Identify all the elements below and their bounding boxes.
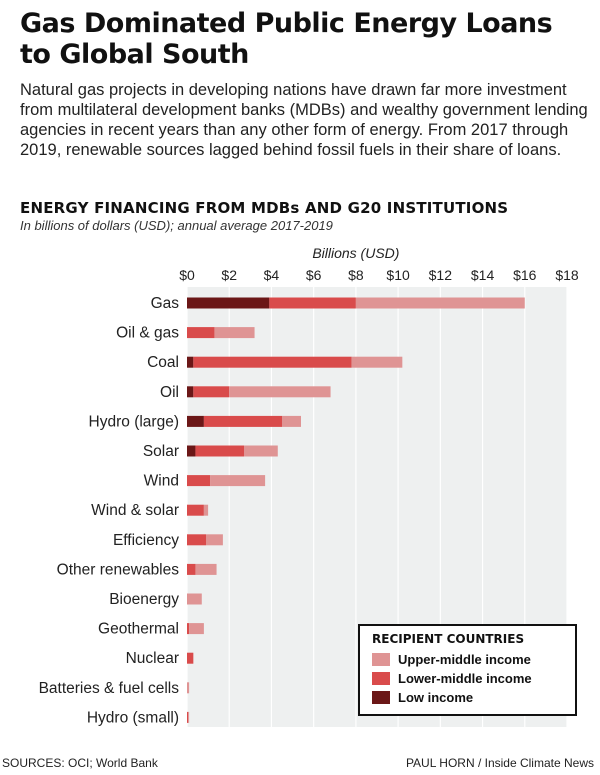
x-tick-label: $8 [348, 267, 364, 283]
bar-segment [351, 356, 403, 368]
bar-segment [195, 563, 217, 575]
intro-text: Natural gas projects in developing natio… [20, 81, 588, 159]
bar-segment [187, 386, 194, 398]
legend-label: Upper-middle income [398, 652, 531, 667]
x-tick-label: $6 [306, 267, 322, 283]
bar-segment [187, 415, 204, 427]
x-tick-label: $12 [429, 267, 453, 283]
bar-segment [187, 682, 190, 694]
bar-segment [189, 623, 204, 635]
bar-segment [187, 475, 211, 487]
x-tick-label: $14 [471, 267, 495, 283]
category-label: Solar [143, 443, 179, 460]
bar-segment [193, 386, 230, 398]
category-label: Hydro (large) [89, 413, 179, 430]
bar-segment [187, 297, 270, 309]
category-label: Bioenergy [109, 591, 179, 608]
bar-segment [193, 356, 352, 368]
legend-item-upper-middle: Upper-middle income [372, 650, 565, 669]
page-title: Gas Dominated Public Energy Loans to Glo… [20, 8, 553, 70]
x-axis-label: Billions (USD) [312, 245, 399, 261]
chart-legend: RECIPIENT COUNTRIES Upper-middle income … [358, 624, 577, 716]
chart-title: ENERGY FINANCING FROM MDBs AND G20 INSTI… [20, 199, 509, 217]
legend-label: Low income [398, 690, 474, 705]
credit-line: PAUL HORN / Inside Climate News [405, 756, 594, 770]
bar-segment [187, 534, 206, 546]
bar-segment [187, 652, 194, 664]
bar-segment [187, 711, 189, 723]
bar-segment [203, 415, 282, 427]
bar-segment [195, 445, 244, 457]
category-label: Geothermal [98, 621, 179, 638]
bar-segment [187, 563, 196, 575]
legend-label: Lower-middle income [398, 671, 532, 686]
category-label: Coal [147, 354, 179, 371]
bar-segment [187, 445, 196, 457]
bar-segment [187, 327, 215, 339]
x-tick-label: $4 [264, 267, 280, 283]
category-label: Wind [144, 473, 179, 490]
bar-segment [187, 593, 202, 605]
bar-segment [187, 623, 190, 635]
bar-segment [282, 415, 301, 427]
legend-swatch [372, 691, 390, 704]
bar-segment [210, 475, 266, 487]
x-tick-label: $2 [221, 267, 237, 283]
category-label: Gas [151, 295, 180, 312]
x-tick-label: $10 [386, 267, 410, 283]
category-label: Oil & gas [116, 325, 179, 342]
bar-segment [269, 297, 356, 309]
category-label: Hydro (small) [87, 709, 179, 726]
chart-subtitle: In billions of dollars (USD); annual ave… [20, 218, 333, 233]
x-tick-label: $0 [179, 267, 195, 283]
legend-item-low: Low income [372, 688, 565, 707]
category-label: Other renewables [57, 561, 180, 578]
legend-title: RECIPIENT COUNTRIES [372, 632, 525, 646]
bar-segment [355, 297, 525, 309]
x-tick-label: $16 [513, 267, 537, 283]
legend-item-lower-middle: Lower-middle income [372, 669, 565, 688]
sources-note: SOURCES: OCI; World Bank [2, 756, 158, 770]
bar-segment [203, 504, 209, 516]
category-label: Wind & solar [91, 502, 179, 519]
bar-segment [187, 356, 194, 368]
bar-segment [244, 445, 278, 457]
bar-segment [229, 386, 331, 398]
bar-segment [214, 327, 255, 339]
category-label: Oil [160, 384, 179, 401]
category-label: Batteries & fuel cells [39, 680, 180, 697]
bar-segment [187, 504, 204, 516]
x-tick-label: $18 [555, 267, 579, 283]
bar-segment [188, 711, 190, 723]
bar-segment [206, 534, 223, 546]
legend-swatch [372, 653, 390, 666]
legend-swatch [372, 672, 390, 685]
category-label: Efficiency [113, 532, 179, 549]
category-label: Nuclear [126, 650, 179, 667]
